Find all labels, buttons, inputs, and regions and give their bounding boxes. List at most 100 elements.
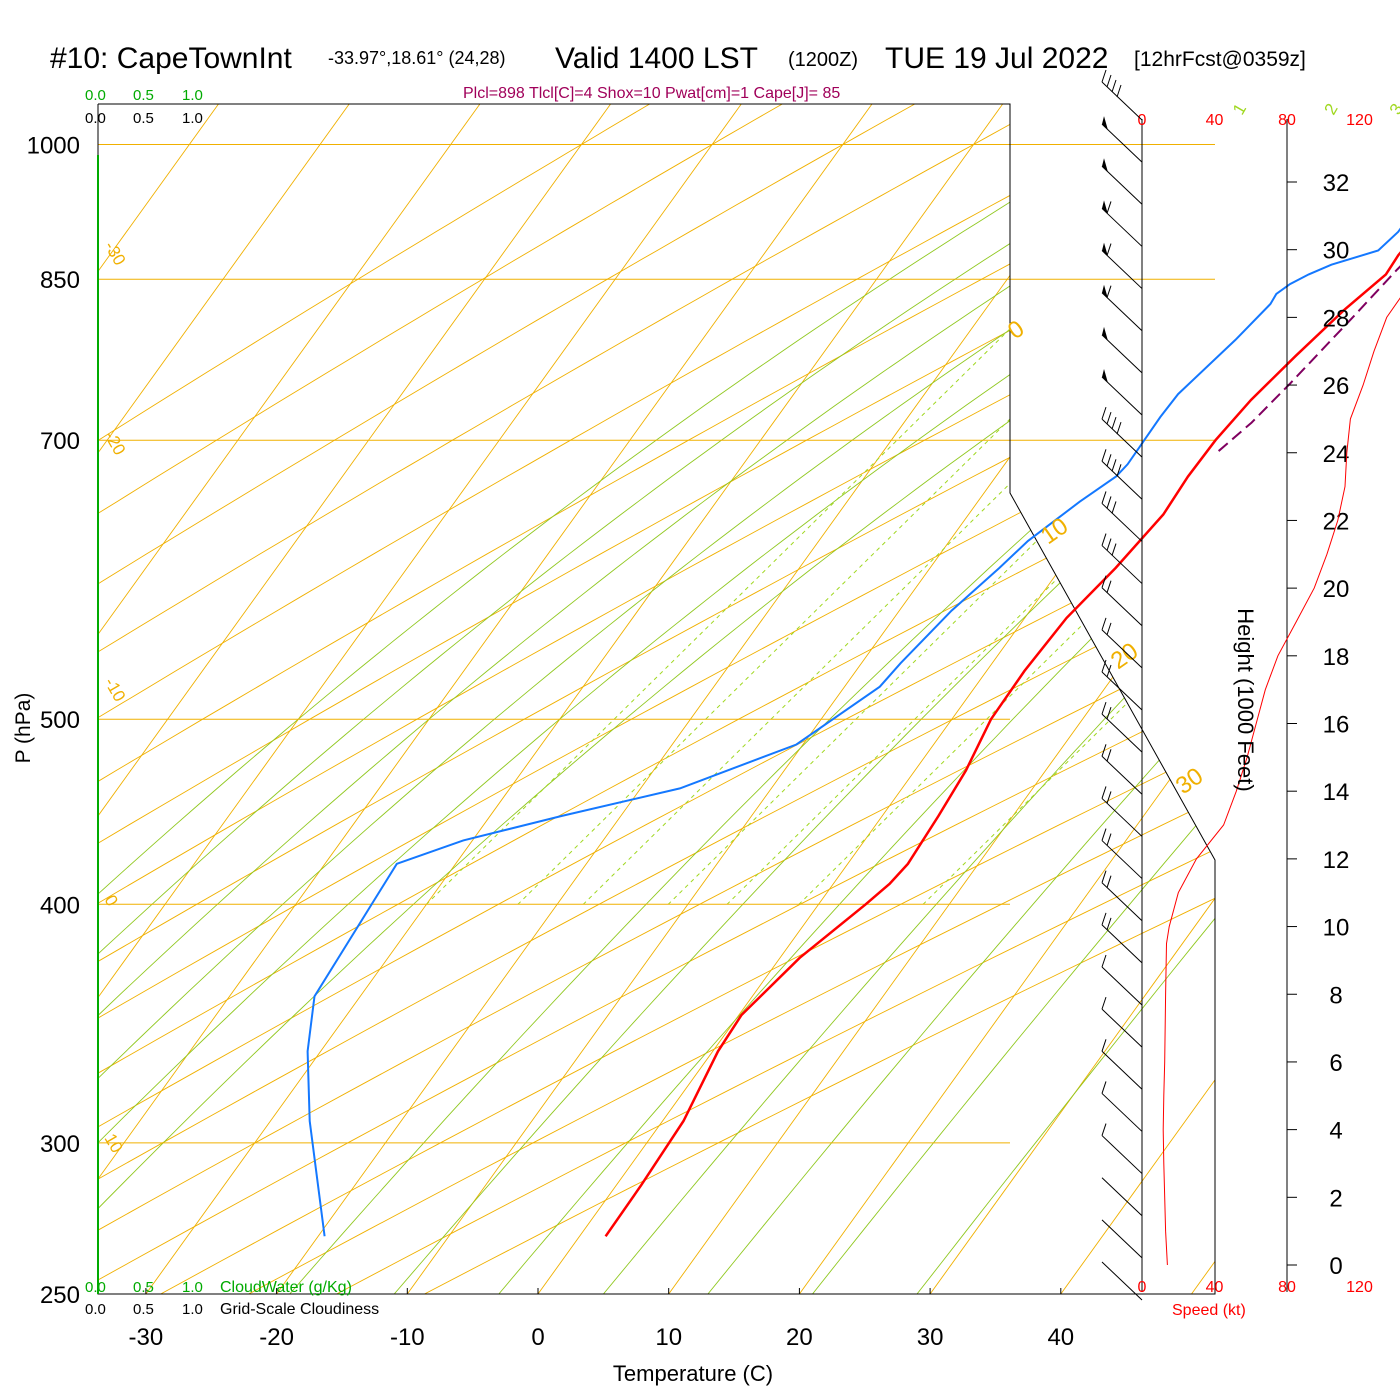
barb-pennant (1102, 158, 1108, 173)
barb-flag (1101, 617, 1107, 631)
barb-staff (1101, 798, 1143, 837)
barb-pennant (1102, 242, 1108, 257)
theta-label-right: 10 (1036, 512, 1073, 549)
mixing-ratio-label: 3 (1386, 100, 1400, 118)
isotherm-line (929, 104, 1215, 1294)
dry-adiabat-line (98, 104, 650, 1294)
x-tick-label: -30 (129, 1324, 164, 1351)
cloud-tick-2-bottom-green: 1.0 (182, 1279, 203, 1296)
height-tick-label: 32 (1323, 170, 1350, 197)
dry-adiabat-line (98, 104, 1215, 1294)
barb-staff (1101, 1219, 1143, 1259)
moist-adiabat-line (98, 104, 1173, 1294)
temperature-line (604, 251, 1400, 1238)
barb-flag (1116, 84, 1122, 98)
wind-barb (1101, 1261, 1143, 1301)
isotherm-line (1191, 104, 1215, 1294)
height-tick-label: 28 (1323, 305, 1350, 332)
theta-label-left: -30 (101, 238, 130, 269)
height-tick-label: 4 (1329, 1118, 1342, 1145)
wind-barb (1101, 786, 1143, 837)
wind-barb (1101, 1177, 1143, 1217)
barb-flag (1106, 496, 1112, 509)
wind-barb (1101, 1039, 1143, 1090)
barb-flag (1101, 1081, 1107, 1094)
barb-pennant (1102, 369, 1108, 383)
barb-flag (1101, 491, 1107, 504)
wind-barb (1101, 996, 1143, 1048)
barb-pennant (1102, 284, 1108, 299)
barb-flag (1101, 406, 1107, 420)
isotherm-line (668, 104, 1215, 1294)
barb-staff (1101, 882, 1143, 922)
barb-staff (1101, 1050, 1143, 1090)
wind-barb (1101, 701, 1143, 753)
barb-flag (1106, 917, 1112, 931)
mixing-ratio-label: 2 (1320, 100, 1341, 118)
dry-adiabat-line (98, 104, 1215, 1294)
wind-barb (1101, 744, 1143, 795)
barb-staff (1101, 208, 1143, 247)
barb-flag (1106, 201, 1112, 214)
station-title: #10: CapeTownInt (50, 42, 292, 75)
barb-flag (1111, 459, 1117, 472)
theta-label-left: 10 (101, 1130, 127, 1156)
theta-label-right: 0 (1003, 315, 1029, 345)
barb-staff (1101, 123, 1143, 163)
moist-adiabat-line (498, 104, 1215, 1294)
isotherm-line (98, 104, 481, 1294)
wind-barb (1101, 1123, 1143, 1174)
speed-tick-bottom: 40 (1206, 1279, 1224, 1296)
valid-date: TUE 19 Jul 2022 (885, 42, 1108, 75)
moist-adiabat-line (98, 104, 1215, 1294)
barb-pennant (1102, 116, 1108, 131)
cloud-tick-2-top-green: 1.0 (182, 87, 203, 104)
barb-flag (1106, 664, 1112, 678)
isotherm-line (1322, 104, 1400, 1294)
barb-flag (1111, 79, 1117, 93)
barb-flag (1106, 749, 1112, 762)
wind-barb (1101, 326, 1143, 374)
mixing-ratio-line (667, 104, 1215, 905)
height-tick-label: 30 (1323, 238, 1350, 265)
barb-flag (1101, 954, 1107, 968)
mixing-ratio-label: 1 (1229, 100, 1250, 118)
barb-flag (1106, 622, 1112, 636)
barb-flag (1106, 285, 1112, 298)
barb-flag (1101, 1039, 1107, 1052)
parcel-line (1216, 265, 1400, 453)
x-tick-label: 20 (786, 1324, 813, 1351)
mixing-ratio-line (798, 104, 1215, 905)
barb-flag (1106, 454, 1112, 467)
thermo-background-lines (98, 104, 1400, 1295)
x-tick-label: 30 (917, 1324, 944, 1351)
cloud-tick-1-bottom: 0.5 (133, 1301, 154, 1318)
speed-tick-top: 80 (1278, 112, 1296, 129)
pressure-tick-label: 400 (40, 892, 80, 919)
isotherm-line (1060, 104, 1215, 1294)
barb-flag (1106, 706, 1112, 720)
barb-flag (1111, 543, 1117, 556)
pressure-tick-label: 700 (40, 428, 80, 455)
pressure-tick-label: 850 (40, 267, 80, 294)
barb-staff (1101, 840, 1143, 879)
utc-time: (1200Z) (788, 49, 858, 71)
barb-flag (1101, 69, 1107, 83)
wind-barb (1101, 870, 1143, 922)
frame-outline (97, 103, 1216, 1295)
height-tick-label: 22 (1323, 508, 1350, 535)
dry-adiabat-line (336, 104, 1215, 1294)
wind-barb (1101, 575, 1143, 627)
height-tick-label: 8 (1329, 982, 1342, 1009)
barb-staff (1101, 376, 1143, 416)
theta-label-right: 30 (1171, 762, 1208, 799)
barb-staff (1101, 629, 1143, 669)
sounding-profiles (306, 227, 1400, 1238)
barb-flag (1106, 875, 1112, 888)
speed-tick-top: 40 (1206, 112, 1224, 129)
wind-barb (1101, 1081, 1143, 1132)
barb-flag (1101, 786, 1107, 799)
mixing-ratio-line (426, 104, 1215, 905)
barb-staff (1101, 418, 1143, 458)
wind-barb (1101, 242, 1143, 289)
